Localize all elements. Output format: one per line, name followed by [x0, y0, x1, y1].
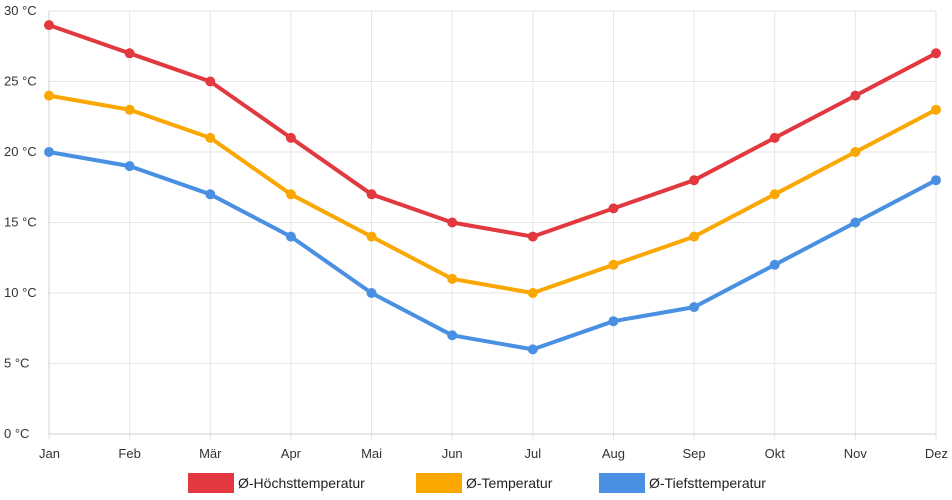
data-point[interactable]	[769, 259, 780, 270]
data-point[interactable]	[931, 175, 941, 186]
series-line	[47, 93, 938, 295]
data-point[interactable]	[366, 231, 377, 242]
data-point[interactable]	[447, 330, 458, 341]
data-point[interactable]	[608, 259, 619, 270]
data-point[interactable]	[366, 288, 377, 298]
y-tick-label: 20 °C	[4, 144, 37, 159]
x-tick-label: Mai	[361, 446, 382, 461]
series-1	[44, 20, 941, 242]
x-tick-label: Sep	[683, 446, 706, 461]
x-tick-label: Feb	[118, 446, 140, 461]
data-point[interactable]	[689, 231, 700, 242]
axes: 0 °C 5 °C 10 °C 15 °C 20 °C 25 °C 30 °C Jan Feb M…	[4, 3, 948, 461]
x-tick-label: Jan	[39, 446, 60, 461]
series-layer	[44, 20, 941, 355]
x-tick-label: Jun	[442, 446, 463, 461]
y-tick-label: 10 °C	[4, 285, 37, 300]
data-point[interactable]	[769, 132, 780, 143]
y-tick-label: 15 °C	[4, 215, 37, 230]
data-point[interactable]	[205, 189, 216, 200]
data-point[interactable]	[769, 189, 780, 200]
y-tick-label: 25 °C	[4, 74, 37, 89]
data-point[interactable]	[44, 20, 54, 31]
y-tick-label: 0 °C	[4, 426, 29, 441]
data-point[interactable]	[447, 273, 458, 284]
data-point[interactable]	[527, 344, 538, 355]
data-point[interactable]	[124, 104, 135, 115]
data-point[interactable]	[285, 231, 296, 242]
data-point[interactable]	[366, 189, 377, 200]
y-tick-label: 30 °C	[4, 3, 37, 18]
series-2	[44, 90, 941, 298]
data-point[interactable]	[931, 104, 941, 115]
data-point[interactable]	[285, 189, 296, 200]
x-tick-label: Jul	[525, 446, 542, 461]
y-tick-label: 5 °C	[4, 356, 29, 371]
data-point[interactable]	[205, 132, 216, 143]
legend-item[interactable]: Ø-Höchsttemperatur	[188, 473, 365, 493]
data-point[interactable]	[44, 147, 54, 157]
data-point[interactable]	[527, 288, 538, 298]
data-point[interactable]	[850, 90, 861, 101]
legend-swatch	[599, 473, 645, 493]
legend-swatch	[188, 473, 234, 493]
data-point[interactable]	[285, 132, 296, 143]
x-tick-label: Nov	[844, 446, 868, 461]
x-tick-label: Apr	[281, 446, 302, 461]
data-point[interactable]	[608, 316, 619, 327]
data-point[interactable]	[124, 48, 135, 59]
legend[interactable]: Ø-Höchsttemperatur Ø-Temperatur Ø-Tiefstte…	[188, 473, 766, 493]
data-point[interactable]	[689, 175, 700, 186]
legend-label: Ø-Höchsttemperatur	[238, 475, 365, 491]
data-point[interactable]	[689, 302, 700, 313]
series-line	[47, 23, 938, 239]
legend-swatch	[416, 473, 462, 493]
data-point[interactable]	[608, 203, 619, 214]
grid-lines	[48, 10, 937, 440]
data-point[interactable]	[931, 48, 941, 59]
series-3	[44, 147, 941, 355]
x-tick-label: Aug	[602, 446, 625, 461]
legend-label: Ø-Tiefsttemperatur	[649, 475, 766, 491]
legend-label: Ø-Temperatur	[466, 475, 553, 491]
data-point[interactable]	[527, 231, 538, 242]
legend-item[interactable]: Ø-Temperatur	[416, 473, 553, 493]
legend-item[interactable]: Ø-Tiefsttemperatur	[599, 473, 766, 493]
data-point[interactable]	[44, 90, 54, 101]
data-point[interactable]	[850, 217, 861, 228]
series-line	[47, 150, 938, 352]
data-point[interactable]	[850, 147, 861, 157]
data-point[interactable]	[205, 76, 216, 87]
x-tick-label: Okt	[765, 446, 786, 461]
data-point[interactable]	[447, 217, 458, 228]
x-tick-label: Mär	[199, 446, 222, 461]
x-tick-label: Dez	[925, 446, 948, 461]
data-point[interactable]	[124, 161, 135, 172]
